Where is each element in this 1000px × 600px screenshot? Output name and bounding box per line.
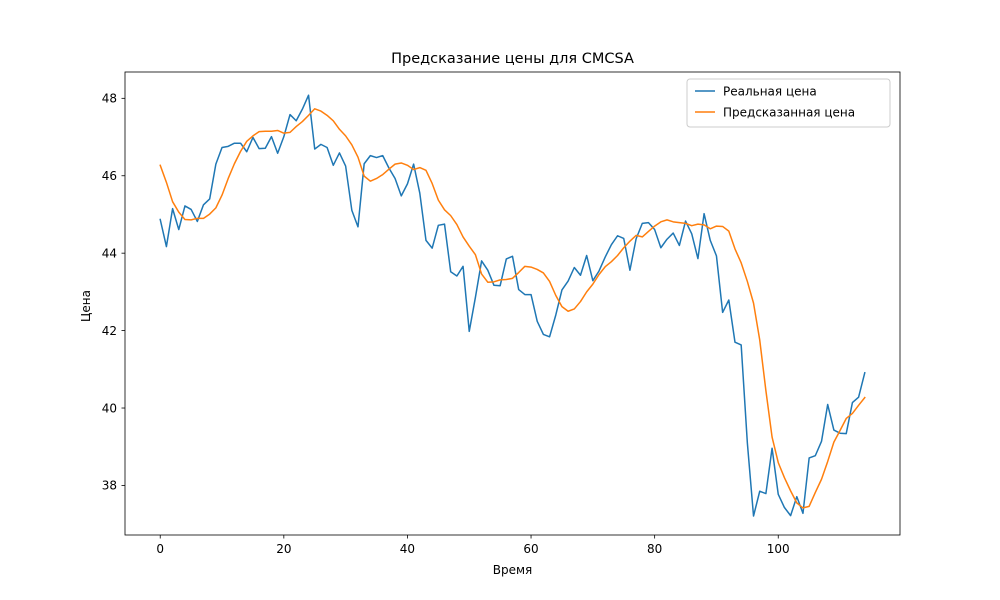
y-tick-label: 42 [102,324,117,338]
x-tick-label: 20 [276,542,291,556]
plot-area [124,71,901,536]
y-axis-label: Цена [79,290,93,322]
axes-frame [124,71,901,536]
x-tick-label: 40 [400,542,415,556]
legend-box [686,78,891,128]
legend-label-0: Реальная цена [723,84,817,98]
y-tick-label: 40 [102,401,117,415]
series-line-1 [159,108,866,509]
legend: Реальная цена Предсказанная цена [686,78,891,128]
series-lines [159,94,866,517]
x-tick-label: 80 [647,542,662,556]
x-axis: 0 20 40 60 80 100 [156,535,790,556]
y-tick-label: 44 [102,246,117,260]
plot-background [125,72,900,535]
y-axis: 38 40 42 44 46 48 [102,92,125,493]
x-tick-label: 0 [156,542,164,556]
y-tick-label: 48 [102,92,117,106]
x-tick-label: 100 [767,542,790,556]
x-axis-label: Время [493,563,533,577]
legend-label-1: Предсказанная цена [723,105,855,119]
y-tick-label: 38 [102,479,117,493]
series-line-0 [159,94,866,517]
chart-title: Предсказание цены для CMCSA [391,51,634,67]
y-tick-label: 46 [102,169,117,183]
x-tick-label: 60 [523,542,538,556]
axes-border [124,71,901,536]
